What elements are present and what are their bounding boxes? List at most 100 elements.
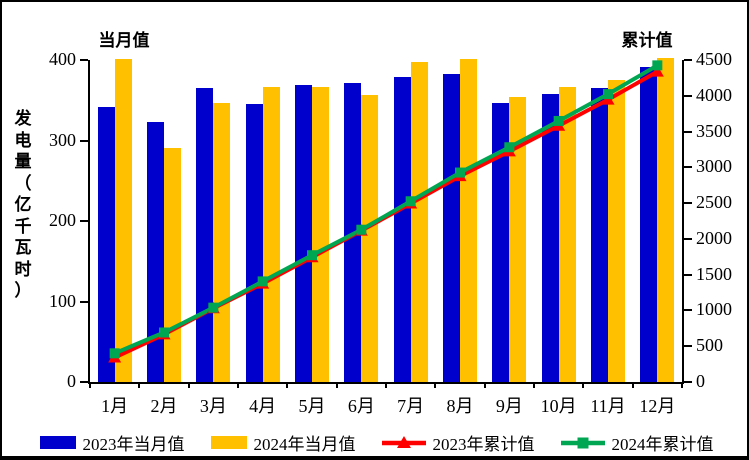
square-marker	[577, 437, 588, 448]
square-marker	[109, 348, 120, 359]
triangle-marker	[650, 65, 664, 77]
x-axis-tick	[582, 382, 585, 388]
y-axis-label: 发电量 （ 亿千瓦时 ）	[10, 108, 36, 302]
square-marker	[208, 302, 219, 313]
legend-item-2: 2024年当月值	[210, 430, 356, 455]
right-axis-tick-label: 500	[696, 335, 723, 356]
bar-series2-month-1	[114, 59, 132, 382]
y-axis-label-char: 电	[14, 130, 32, 150]
right-axis-spine	[682, 60, 684, 384]
y-axis-label-char: 千	[14, 216, 32, 236]
square-marker	[455, 167, 465, 178]
x-axis-label: 7月	[397, 396, 425, 416]
left-axis-tick	[80, 220, 88, 222]
square-marker	[603, 89, 613, 100]
x-axis-label: 5月	[298, 396, 326, 416]
legend-label-4: 2024年累计值	[611, 435, 714, 454]
x-axis-tick	[681, 382, 683, 388]
square-marker	[652, 60, 663, 71]
y-axis-label-char: 发	[14, 109, 32, 128]
x-axis-label: 8月	[446, 396, 474, 416]
plot-area: 0 100 200 300 400 0 500 1000 1500 2000 2500 3000 350…	[49, 49, 732, 416]
right-axis-tick	[684, 273, 692, 276]
square-marker	[553, 115, 564, 126]
legend-item-4: 2024年累计值	[560, 430, 714, 455]
x-axis-label: 10月	[540, 396, 577, 416]
right-axis-tick-label: 3500	[696, 120, 732, 141]
right-axis-tick	[684, 309, 692, 312]
legend-bar-swatch	[210, 436, 247, 449]
right-axis-tick	[684, 59, 692, 61]
x-axis-label: 6月	[347, 396, 375, 416]
bar-series2-month-9	[509, 97, 527, 382]
bar-series2-month-7	[410, 61, 428, 382]
square-marker	[504, 142, 515, 153]
right-axis-tick-label: 1500	[696, 263, 732, 284]
bar-series1-month-2	[147, 121, 164, 382]
x-axis-label: 11月	[590, 396, 626, 416]
bar-series2-month-8	[460, 59, 477, 382]
line-2024-cumulative	[113, 63, 659, 356]
right-axis-tick-label: 1000	[696, 299, 732, 320]
x-axis-label: 3月	[199, 396, 227, 416]
x-axis-label: 2月	[150, 396, 178, 416]
left-axis-tick	[80, 300, 88, 303]
x-axis-tick	[335, 382, 338, 388]
square-marker	[307, 250, 317, 261]
square-marker	[159, 327, 169, 338]
x-axis-tick	[286, 382, 289, 388]
legend-label-3: 2023年累计值	[432, 435, 535, 454]
right-axis-tick-label: 4000	[696, 84, 732, 105]
right-axis-tick-label: 2500	[696, 192, 732, 213]
triangle-marker	[396, 435, 411, 448]
y-axis-label-char: 瓦	[14, 238, 32, 257]
bar-series1-month-5	[295, 84, 312, 382]
left-axis-tick	[80, 59, 88, 61]
right-axis-tick	[684, 94, 692, 97]
legend: 2023年当月值 2024年当月值 2023年累计值 2024年累计值	[2, 430, 749, 455]
left-axis-tick-label: 300	[49, 129, 76, 150]
left-axis-tick	[80, 139, 88, 142]
right-axis-tick	[684, 381, 692, 383]
x-axis-tick	[385, 382, 387, 388]
bar-series1-month-11	[591, 88, 608, 382]
bar-series1-month-10	[541, 93, 559, 382]
legend-line-swatch	[560, 437, 605, 448]
x-axis-tick	[631, 382, 634, 388]
legend-label-1: 2023年当月值	[82, 435, 185, 454]
left-axis-tick-label: 400	[49, 49, 76, 69]
right-axis-title: 累计值	[621, 31, 673, 50]
bar-series1-month-12	[640, 67, 658, 382]
right-axis-tick-label: 0	[696, 371, 705, 391]
x-axis-label: 12月	[639, 396, 676, 416]
square-marker	[257, 276, 268, 287]
right-axis-tick-label: 4500	[696, 49, 732, 69]
x-axis-label: 4月	[249, 396, 277, 416]
left-axis-spine	[88, 60, 90, 384]
left-axis-tick-label: 0	[67, 371, 76, 391]
left-axis-tick-label: 200	[49, 210, 76, 230]
right-axis-tick-label: 2000	[696, 227, 732, 248]
bar-series2-month-2	[164, 147, 181, 382]
bar-series1-month-9	[492, 103, 510, 382]
right-axis-tick	[684, 130, 692, 133]
left-axis-tick	[80, 381, 88, 383]
bar-series2-month-6	[361, 95, 379, 382]
bar-series2-month-10	[558, 86, 576, 382]
y-axis-label-char: 亿	[14, 195, 32, 214]
bar-series2-month-5	[312, 87, 329, 382]
legend-item-1: 2023年当月值	[39, 430, 185, 455]
right-axis-tick	[684, 166, 692, 169]
square-marker	[405, 196, 416, 207]
legend-item-3: 2023年累计值	[381, 430, 535, 455]
y-axis-label-char: （	[14, 173, 32, 193]
x-axis-tick	[237, 382, 239, 388]
x-axis-tick	[533, 382, 535, 388]
square-marker	[356, 224, 367, 235]
y-axis-label-char: ）	[14, 281, 32, 300]
bar-series2-month-4	[262, 86, 280, 382]
bar-series1-month-7	[393, 76, 411, 382]
x-axis-tick	[434, 382, 437, 388]
right-axis-tick	[684, 237, 692, 240]
